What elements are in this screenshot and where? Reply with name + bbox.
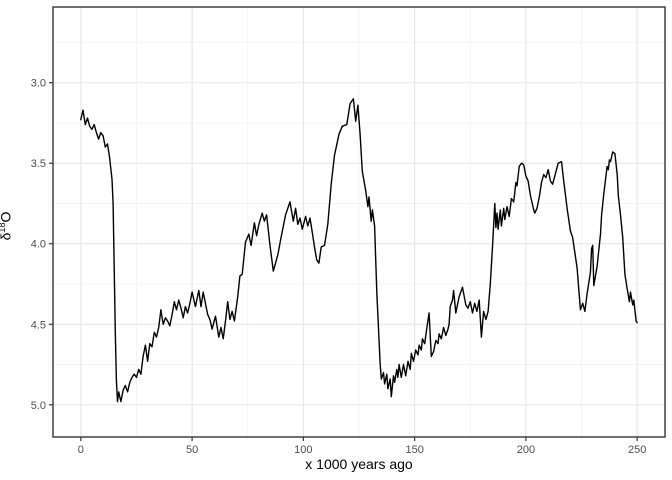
y-tick-label: 3.5 bbox=[31, 158, 46, 170]
y-axis-title-superscript: 18 bbox=[0, 222, 7, 233]
panel-border bbox=[52, 6, 666, 438]
x-tick-label: 0 bbox=[78, 444, 84, 456]
x-tick-label: 250 bbox=[628, 444, 646, 456]
grid-major bbox=[53, 7, 665, 437]
x-tick-label: 50 bbox=[186, 444, 198, 456]
y-tick-label: 4.0 bbox=[31, 239, 46, 251]
y-tick-label: 5.0 bbox=[31, 400, 46, 412]
y-tick-label: 4.5 bbox=[31, 319, 46, 331]
y-tick-labels: 3.0 3.5 4.0 4.5 5.0 bbox=[31, 78, 46, 412]
x-tick-label: 100 bbox=[294, 444, 312, 456]
x-tick-labels: 0 50 100 150 200 250 bbox=[78, 444, 647, 456]
data-line-series bbox=[80, 98, 638, 403]
axis-ticks bbox=[49, 82, 638, 441]
x-tick-label: 150 bbox=[405, 444, 423, 456]
y-tick-label: 3.0 bbox=[31, 78, 46, 90]
y-axis-title: δ18O bbox=[0, 6, 19, 446]
y-axis-title-base: δ bbox=[0, 233, 14, 241]
x-axis-title: x 1000 years ago bbox=[305, 456, 413, 472]
grid-minor bbox=[53, 7, 665, 437]
y-axis-title-suffix: O bbox=[0, 212, 14, 223]
x-tick-label: 200 bbox=[517, 444, 535, 456]
